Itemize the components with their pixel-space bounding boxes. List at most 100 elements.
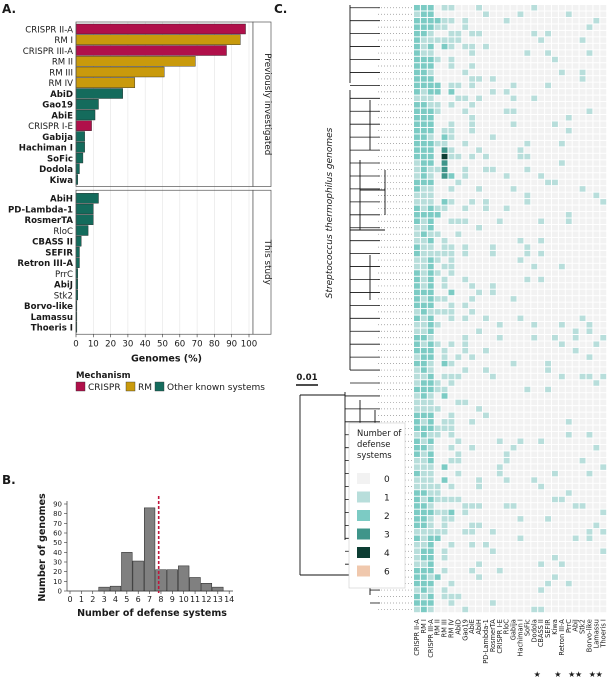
heatmap-cell bbox=[427, 179, 434, 186]
heatmap-cell bbox=[538, 315, 545, 322]
heatmap-cell bbox=[441, 334, 448, 341]
histogram-bar bbox=[109, 585, 122, 592]
heatmap-cell bbox=[420, 283, 427, 289]
heatmap-cell bbox=[476, 82, 482, 89]
heatmap-cell bbox=[517, 347, 524, 354]
heatmap-cell bbox=[565, 134, 572, 140]
heatmap-cell bbox=[524, 257, 531, 263]
heatmap-cell bbox=[593, 386, 600, 393]
heatmap-cell bbox=[517, 386, 524, 393]
heatmap-cell bbox=[420, 593, 427, 600]
heatmap-cell bbox=[448, 457, 455, 464]
heatmap-cell bbox=[565, 205, 572, 212]
heatmap-cell bbox=[510, 186, 517, 192]
heatmap-cell bbox=[476, 386, 482, 393]
heatmap-cell bbox=[600, 477, 607, 483]
heatmap-cell bbox=[483, 373, 489, 380]
heatmap-cell bbox=[552, 56, 558, 63]
heatmap-cell bbox=[558, 11, 565, 17]
heatmap-cell bbox=[434, 483, 441, 490]
heatmap-cell bbox=[531, 503, 538, 509]
heatmap-cell bbox=[565, 289, 572, 296]
heatmap-cell bbox=[572, 432, 579, 438]
heatmap-cell bbox=[462, 419, 469, 425]
heatmap-cell bbox=[600, 24, 607, 30]
heatmap-cell bbox=[545, 490, 551, 496]
heatmap-cell bbox=[503, 593, 510, 600]
heatmap-cell bbox=[496, 334, 503, 341]
bar-label: AbiE bbox=[51, 111, 73, 121]
heatmap-cell bbox=[489, 522, 496, 529]
heatmap-cell bbox=[434, 24, 441, 30]
heatmap-cell bbox=[538, 283, 545, 289]
heatmap-cell bbox=[565, 270, 572, 276]
heatmap-cell bbox=[496, 457, 503, 464]
heatmap-cell bbox=[572, 263, 579, 270]
heatmap-cell bbox=[558, 419, 565, 425]
heatmap-cell bbox=[469, 341, 476, 347]
heatmap-cell bbox=[558, 283, 565, 289]
section-strip bbox=[252, 21, 272, 187]
heatmap-cell bbox=[483, 406, 489, 412]
heatmap-cell bbox=[558, 160, 565, 166]
heatmap-cell bbox=[483, 367, 489, 373]
heatmap-cell bbox=[483, 464, 489, 470]
heatmap-cell bbox=[448, 5, 455, 11]
heatmap-cell bbox=[434, 37, 441, 43]
heatmap-cell bbox=[593, 341, 600, 347]
bar bbox=[75, 56, 196, 67]
heatmap-cell bbox=[558, 17, 565, 24]
heatmap-cell bbox=[469, 477, 476, 483]
heatmap-cell bbox=[572, 380, 579, 386]
column-label: AbiH bbox=[475, 619, 483, 635]
heatmap-cell bbox=[565, 283, 572, 289]
heatmap-cell bbox=[558, 153, 565, 160]
heatmap-cell bbox=[510, 587, 517, 593]
bar bbox=[75, 203, 94, 215]
heatmap-cell bbox=[545, 37, 551, 43]
heatmap-cell bbox=[510, 212, 517, 218]
bar-label: Gao19 bbox=[42, 101, 73, 111]
heatmap-cell bbox=[586, 438, 593, 444]
heatmap-cell bbox=[593, 451, 600, 457]
heatmap-cell bbox=[572, 270, 579, 276]
heatmap-cell bbox=[558, 173, 565, 179]
heatmap-cell bbox=[483, 432, 489, 438]
heatmap-cell bbox=[476, 95, 482, 102]
heatmap-cell bbox=[414, 30, 420, 37]
column-label: AbiE bbox=[468, 619, 476, 634]
heatmap-cell bbox=[489, 483, 496, 490]
heatmap-cell bbox=[414, 593, 420, 600]
heatmap-cell bbox=[558, 63, 565, 69]
heatmap-cell bbox=[503, 186, 510, 192]
heatmap-cell bbox=[414, 302, 420, 309]
heatmap-cell bbox=[579, 548, 586, 554]
heatmap-cell bbox=[531, 470, 538, 477]
heatmap-cell bbox=[517, 212, 524, 218]
heatmap-cell bbox=[469, 82, 476, 89]
heatmap-cell bbox=[593, 24, 600, 30]
heatmap-cell bbox=[489, 5, 496, 11]
heatmap-cell bbox=[448, 102, 455, 108]
heatmap-cell bbox=[469, 315, 476, 322]
heatmap-cell bbox=[600, 425, 607, 432]
heatmap-cell bbox=[441, 270, 448, 276]
heatmap-cell bbox=[579, 393, 586, 399]
heatmap-cell bbox=[427, 257, 434, 263]
heatmap-cell bbox=[427, 250, 434, 257]
heatmap-cell bbox=[586, 444, 593, 451]
heatmap-cell bbox=[510, 283, 517, 289]
heatmap-cell bbox=[565, 464, 572, 470]
heatmap-cell bbox=[503, 218, 510, 225]
heatmap-cell bbox=[558, 276, 565, 283]
heatmap-cell bbox=[531, 179, 538, 186]
heatmap-cell bbox=[414, 406, 420, 412]
column-label: RM III bbox=[441, 619, 449, 637]
heatmap-cell bbox=[600, 69, 607, 76]
heatmap-cell bbox=[434, 470, 441, 477]
heatmap-cell bbox=[489, 548, 496, 554]
heatmap-cell bbox=[538, 95, 545, 102]
heatmap-cell bbox=[455, 237, 462, 244]
heatmap-cell bbox=[552, 134, 558, 140]
bar-label: SoFic bbox=[47, 154, 73, 164]
